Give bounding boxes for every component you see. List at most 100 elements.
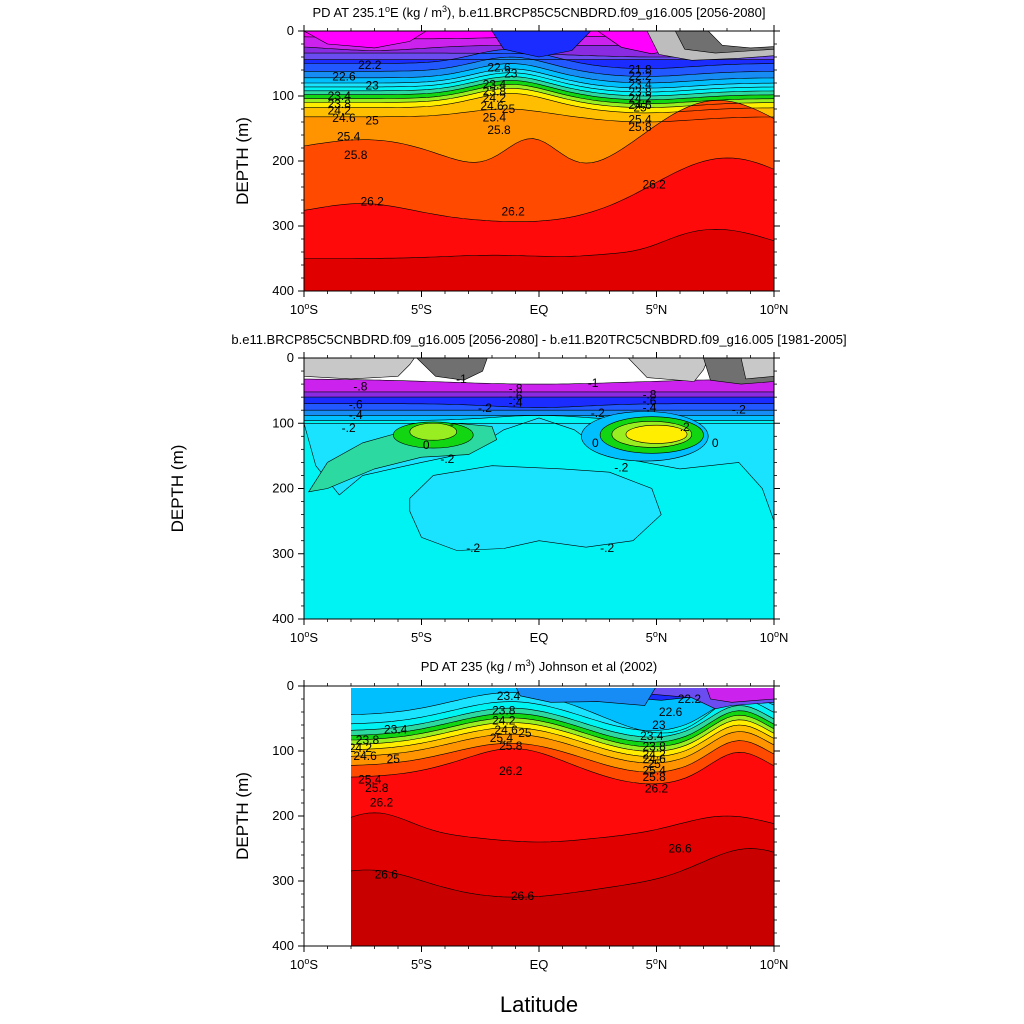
contour-band [304,229,774,291]
contour-label: 22.6 [659,705,683,719]
contour-band [304,93,774,122]
contour-patch [491,31,592,58]
contour-label: 26.2 [501,205,525,219]
contour-label: -.6 [642,394,656,408]
contour-label: 23.4 [384,723,408,737]
contour-line [304,68,774,89]
contour-band [351,848,774,946]
contour-patch [516,688,656,706]
contour-label: -.6 [508,389,522,403]
contour-label: 24.2 [492,713,516,727]
x-tick-label: 5oS [411,301,432,317]
x-tick-label: 10oS [290,956,318,972]
x-tick-label: 10oS [290,301,318,317]
x-tick-label: 10oS [290,629,318,645]
y-tick-label: 0 [287,350,294,365]
contour-label: 24.2 [483,91,507,105]
contour-label: 25.4 [628,112,652,126]
contour-label: -.2 [478,401,492,415]
contour-label: 22.6 [487,60,511,74]
x-tick-label: 5oS [411,956,432,972]
y-axis-label: DEPTH (m) [233,772,252,860]
contour-label: 24.6 [353,749,377,763]
contour-patch [304,31,427,49]
contour-label: 22.6 [332,70,356,84]
contour-band [409,422,458,441]
contour-label: -.8 [508,382,522,396]
contour-label: 25.8 [499,739,523,753]
contour-line [304,93,774,114]
contour-label: -.4 [642,401,656,415]
contour-label: 23.4 [628,77,652,91]
contour-patch [706,688,774,703]
contour-label: 23.8 [628,85,652,99]
contour-line [304,80,774,101]
contour-label: 24.6 [332,111,356,125]
y-tick-label: 300 [272,218,294,233]
contour-line [304,87,774,109]
contour-label: 0 [592,436,599,450]
contour-label: 26.2 [370,795,394,809]
contour-label: 25.8 [628,120,652,134]
contour-band [351,812,774,898]
x-tick-label: 5oN [646,301,668,317]
contour-line [304,228,774,259]
contour-label: 25 [518,726,532,740]
contour-label: 22.2 [678,692,702,706]
contour-label: 25.4 [483,110,507,124]
contour-label: 25 [387,752,401,766]
y-tick-label: 200 [272,808,294,823]
contour-label: -.6 [349,397,363,411]
contour-band [351,692,774,733]
contour-line [304,403,774,408]
contour-label: 22.2 [628,69,652,83]
contour-line [351,705,774,738]
contour-band [304,100,774,222]
contour-band [304,76,774,100]
contour-line [351,719,774,752]
axes: 0 100 200 300 400 10oS 5oS EQ 5oN 10oN DEPTH (m) [233,678,788,972]
contour-band [625,424,688,444]
contour-label: 23 [504,66,518,80]
contour-label: 23.4 [497,689,521,703]
contour-line [351,698,774,731]
contour-label: -1 [588,376,599,390]
contour-label: - [450,417,454,431]
x-axis-label: Latitude [500,992,578,1017]
contour-label: -.8 [353,380,367,394]
contour-label: 23.4 [328,89,352,103]
contour-band [304,100,774,164]
panel-title: PD AT 235.1oE (kg / m3), b.e11.BRCP85C5C… [312,4,765,20]
panel-title: b.e11.BRCP85C5CNBDRD.f09_g16.005 [2056-2… [231,332,846,347]
contour-band [351,748,774,842]
y-tick-label: 0 [287,23,294,38]
contour-label: 25.8 [642,770,666,784]
y-tick-label: 100 [272,88,294,103]
contour-label: 24.6 [480,99,504,113]
x-tick-label: 10oN [760,301,789,317]
contour-label: -1 [456,372,467,386]
contour-band [351,705,774,743]
x-tick-label: EQ [530,630,549,645]
contour-label: 23 [652,718,666,732]
y-tick-label: 400 [272,611,294,626]
contour-label: 23 [365,79,379,93]
contour-line [351,812,774,843]
contour-line [304,72,774,93]
contour-label: 26.2 [499,764,523,778]
y-tick-label: 100 [272,743,294,758]
contour-label: -.2 [466,541,480,555]
contour-label: 24.6 [642,752,666,766]
x-tick-label: EQ [530,302,549,317]
y-axis-label: DEPTH (m) [168,445,187,533]
contour-label: 25.8 [365,781,389,795]
contour-label: 22.2 [358,58,382,72]
contour-label: 25.4 [358,773,382,787]
contour-label: 26.2 [642,177,666,191]
contour-line [304,84,774,105]
contour-label: 24.2 [628,92,652,106]
x-tick-label: 10oN [760,629,789,645]
contour-line [304,378,774,385]
contour-label: 24.2 [328,103,352,117]
x-tick-label: 5oN [646,956,668,972]
